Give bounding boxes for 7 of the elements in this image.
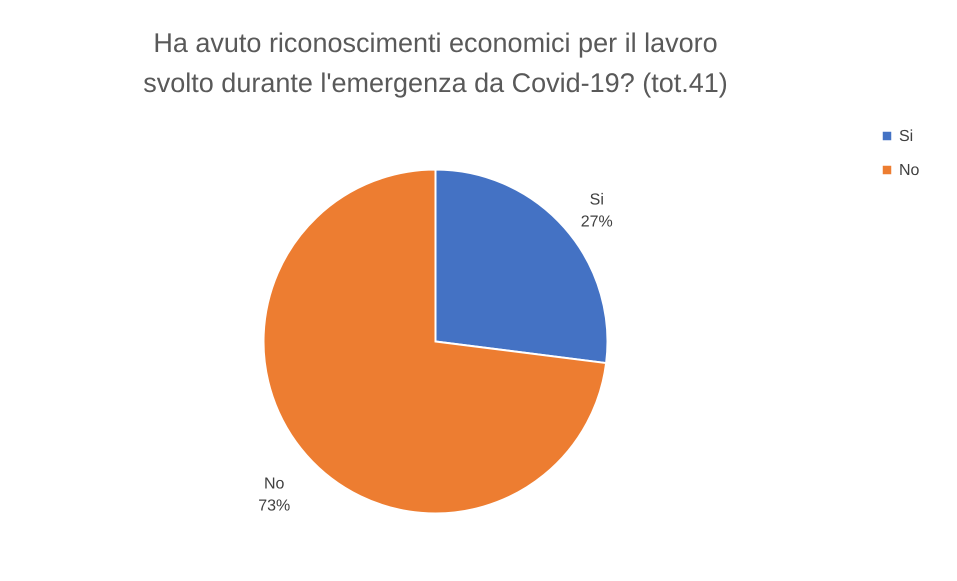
legend-label: Si [899,128,914,145]
slice-label: No [264,476,285,493]
slice-label: Si [590,191,604,208]
data-label: 27% [580,213,613,230]
data-label: 73% [258,498,290,515]
chart-title: Ha avuto riconoscimenti economici per il lavoro svolto durante l'emergenza da Covid-19? (tot.41) [143,28,728,98]
legend-label: No [899,162,920,179]
